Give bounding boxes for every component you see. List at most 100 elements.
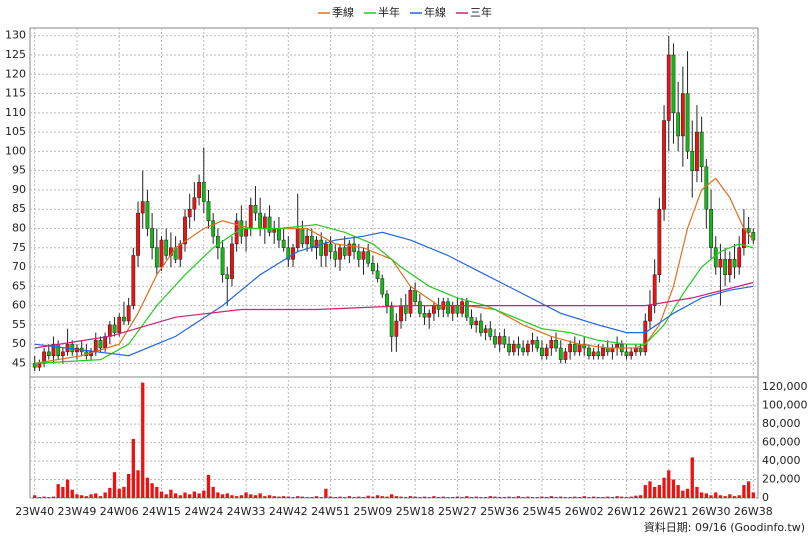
volume-bar — [483, 497, 488, 498]
x-tick-label: 25W36 — [480, 505, 519, 518]
candle-body — [394, 320, 399, 337]
volume-bar — [394, 496, 398, 498]
volume-bar — [676, 485, 680, 498]
volume-bar — [634, 495, 638, 498]
candle-body — [713, 247, 718, 268]
volume-bar — [399, 496, 403, 498]
candle-body — [370, 262, 375, 272]
volume-bar — [657, 485, 662, 498]
candle-body — [657, 208, 662, 276]
volume-bar — [371, 496, 375, 498]
candle-body — [150, 228, 155, 249]
volume-bar — [235, 496, 239, 498]
candle-body — [112, 324, 117, 333]
candle-body — [591, 351, 596, 356]
candle-body — [60, 351, 65, 356]
candle-body — [385, 293, 389, 306]
candle-body — [671, 54, 676, 114]
y-tick-label: 105 — [5, 125, 26, 138]
candle-body — [455, 305, 460, 314]
candle-body — [685, 93, 690, 152]
candle-body — [305, 235, 310, 245]
volume-bar — [112, 472, 117, 498]
candle-body — [727, 259, 732, 276]
candle-body — [93, 340, 98, 353]
x-tick-label: 24W42 — [269, 505, 308, 518]
candle-body — [140, 201, 145, 214]
y2-tick-label: 80,000 — [762, 417, 801, 430]
candle-body — [220, 247, 225, 276]
volume-bar — [347, 496, 352, 498]
y-tick-label: 45 — [12, 356, 26, 369]
candle-body — [399, 305, 403, 322]
volume-bar — [493, 496, 497, 498]
volume-bar — [216, 492, 220, 498]
volume-bar — [352, 497, 356, 498]
candle-body — [535, 340, 540, 349]
candle-body — [314, 239, 319, 249]
volume-bar — [310, 497, 314, 498]
volume-bar — [291, 497, 295, 498]
volume-bar — [535, 497, 539, 498]
volume-bar — [671, 479, 676, 498]
candle-body — [558, 347, 563, 360]
candle-body — [568, 343, 573, 353]
candle-body — [648, 305, 652, 322]
candle-body — [417, 301, 422, 314]
volume-bar — [737, 495, 741, 498]
volume-bar — [42, 496, 46, 498]
candle-body — [624, 351, 629, 356]
candle-body — [70, 343, 75, 353]
y-tick-label: 80 — [12, 221, 26, 234]
candle-body — [164, 239, 169, 256]
volume-bar — [521, 497, 525, 498]
candle-body — [643, 320, 648, 353]
volume-bar — [192, 491, 197, 498]
candle-body — [215, 235, 220, 249]
candle-body — [192, 197, 197, 210]
candle-body — [225, 274, 230, 279]
candle-body — [206, 201, 211, 222]
candle-body — [577, 343, 582, 353]
candle-body — [51, 343, 56, 356]
x-tick-label: 26W38 — [734, 505, 773, 518]
volume-bar — [281, 496, 286, 498]
candle-body — [37, 363, 42, 368]
volume-bar — [559, 496, 563, 498]
volume-bar — [718, 495, 723, 498]
candle-body — [554, 340, 558, 349]
candle-body — [46, 351, 51, 356]
candle-body — [709, 208, 713, 249]
volume-bar — [253, 495, 258, 498]
volume-bar — [197, 493, 201, 498]
volume-bar — [714, 492, 718, 498]
volume-bar — [89, 494, 93, 498]
candle-body — [244, 228, 248, 237]
volume-bar — [469, 497, 474, 498]
x-tick-label: 25W09 — [353, 505, 392, 518]
volume-bar — [244, 492, 248, 498]
volume-bar — [587, 497, 591, 498]
volume-bar — [460, 497, 464, 498]
volume-bar — [624, 497, 629, 498]
volume-bar — [563, 497, 568, 498]
volume-bar — [131, 438, 135, 498]
candle-body — [427, 313, 432, 318]
legend-label: 三年 — [470, 5, 492, 19]
candle-body — [478, 320, 483, 333]
volume-bar — [108, 487, 112, 498]
candle-body — [154, 247, 159, 268]
y-tick-label: 120 — [5, 67, 26, 80]
volume-bar — [314, 496, 319, 498]
candle-body — [460, 301, 464, 314]
volume-bar — [155, 486, 159, 498]
candle-body — [159, 239, 164, 268]
volume-bar — [361, 497, 366, 498]
volume-bar — [568, 497, 572, 498]
volume-bar — [159, 491, 164, 498]
footnote: 資料日期: 09/16 (Goodinfo.tw) — [644, 520, 805, 534]
candle-body — [540, 347, 544, 356]
volume-bar — [432, 496, 436, 498]
candle-body — [629, 351, 634, 356]
